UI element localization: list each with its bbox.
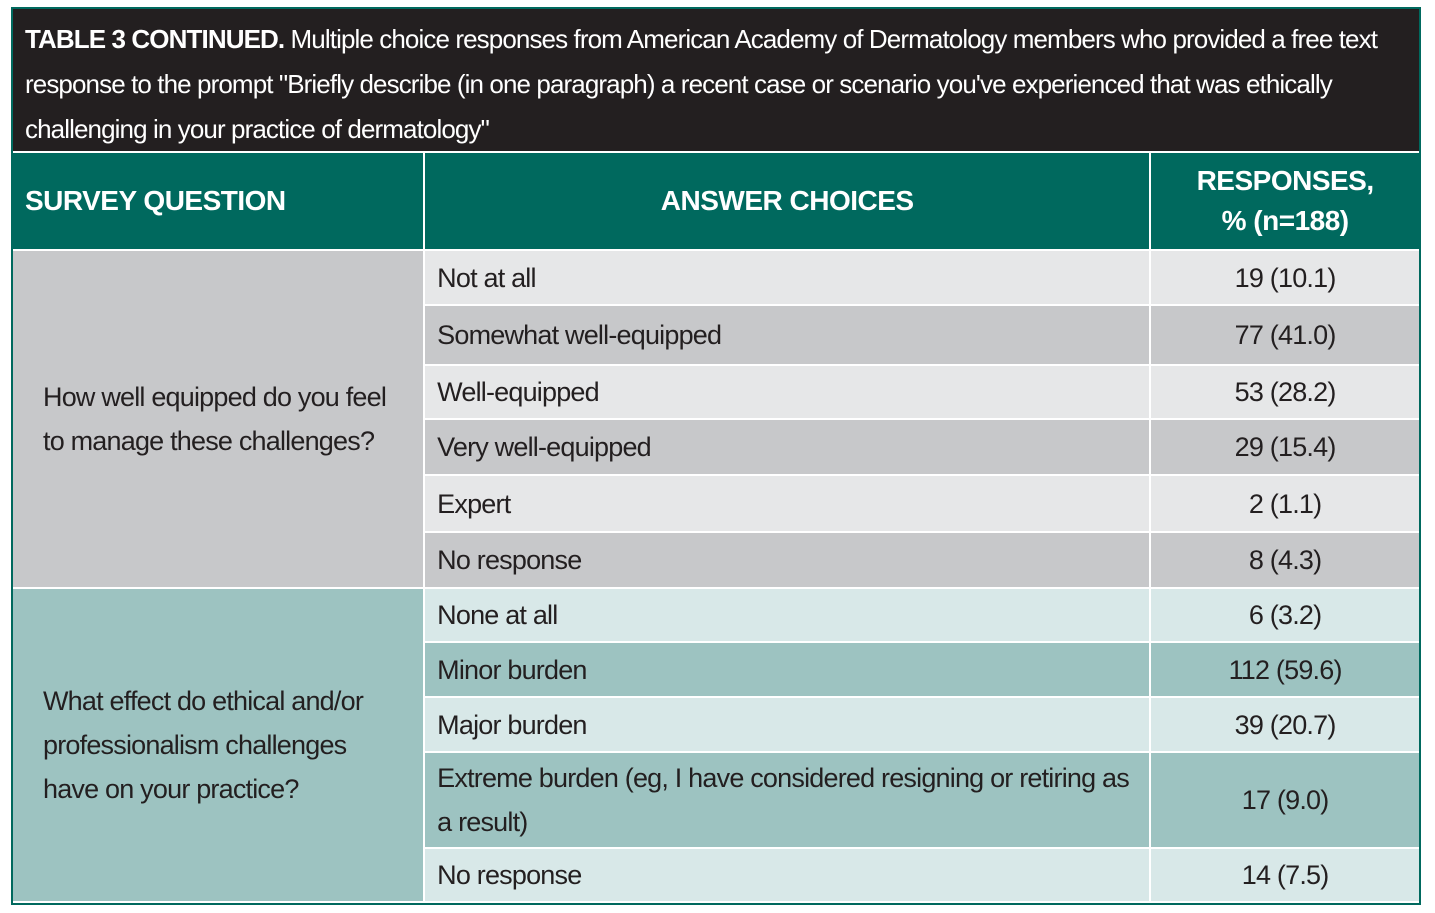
table-row: Extreme burden (eg, I have considered re…: [13, 753, 1419, 847]
response-cell: 2 (1.1): [1151, 476, 1419, 531]
header-cell: ANSWER CHOICES: [425, 153, 1150, 249]
response-cell: 14 (7.5): [1151, 849, 1419, 901]
answer-cell: No response: [425, 849, 1150, 901]
answer-cell: Expert: [425, 476, 1150, 531]
header-row: SURVEY QUESTION ANSWER CHOICES RESPONSES…: [13, 153, 1419, 249]
table-row: Somewhat well-equipped 77 (41.0): [13, 306, 1419, 364]
table-row: Major burden 39 (20.7): [13, 698, 1419, 751]
answer-cell: Very well-equipped: [425, 420, 1150, 474]
response-cell: 19 (10.1): [1151, 251, 1419, 304]
response-cell: 77 (41.0): [1151, 306, 1419, 364]
table-row: Expert 2 (1.1): [13, 476, 1419, 531]
response-cell: 17 (9.0): [1151, 753, 1419, 847]
response-cell: 8 (4.3): [1151, 533, 1419, 587]
header-cell: RESPONSES, % (n=188): [1151, 153, 1419, 249]
data-table: SURVEY QUESTION ANSWER CHOICES RESPONSES…: [11, 151, 1421, 903]
table-row: How well equipped do you feel to manage …: [13, 251, 1419, 587]
table-row: What effect do ethical and/or profession…: [13, 589, 1419, 901]
question-cell: How well equipped do you feel to manage …: [13, 251, 424, 587]
answer-cell: Minor burden: [425, 643, 1150, 696]
table-row: No response 14 (7.5): [13, 849, 1419, 901]
question-cell: What effect do ethical and/or profession…: [13, 589, 424, 901]
table-row: Minor burden 112 (59.6): [13, 643, 1419, 696]
answer-cell: Well-equipped: [425, 366, 1150, 418]
response-cell: 29 (15.4): [1151, 420, 1419, 474]
response-cell: 6 (3.2): [1151, 589, 1419, 641]
answer-cell: Somewhat well-equipped: [425, 306, 1150, 364]
header-cell: SURVEY QUESTION: [13, 153, 424, 249]
caption-text: Multiple choice responses from American …: [25, 24, 1378, 144]
caption-label: TABLE 3 CONTINUED.: [25, 24, 285, 54]
table-frame: TABLE 3 CONTINUED. Multiple choice respo…: [11, 7, 1421, 905]
response-cell: 39 (20.7): [1151, 698, 1419, 751]
answer-cell: No response: [425, 533, 1150, 587]
response-cell: 53 (28.2): [1151, 366, 1419, 418]
table-row: No response 8 (4.3): [13, 533, 1419, 587]
answer-cell: Not at all: [425, 251, 1150, 304]
answer-cell: Major burden: [425, 698, 1150, 751]
table-body: How well equipped do you feel to manage …: [13, 251, 1419, 901]
table-row: Very well-equipped 29 (15.4): [13, 420, 1419, 474]
answer-cell: None at all: [425, 589, 1150, 641]
table-row: Well-equipped 53 (28.2): [13, 366, 1419, 418]
caption: TABLE 3 CONTINUED. Multiple choice respo…: [13, 9, 1419, 151]
response-cell: 112 (59.6): [1151, 643, 1419, 696]
answer-cell: Extreme burden (eg, I have considered re…: [425, 753, 1150, 847]
